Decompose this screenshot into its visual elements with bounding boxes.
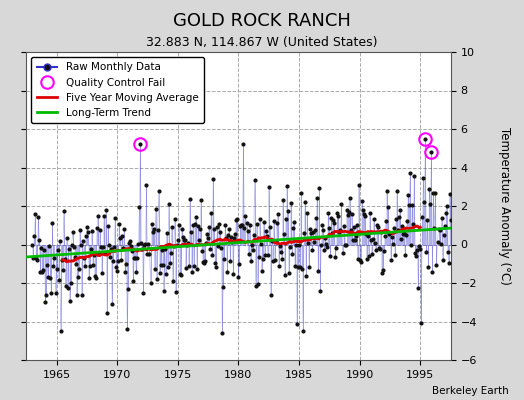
Legend: Raw Monthly Data, Quality Control Fail, Five Year Moving Average, Long-Term Tren: Raw Monthly Data, Quality Control Fail, … xyxy=(31,57,204,123)
Y-axis label: Temperature Anomaly (°C): Temperature Anomaly (°C) xyxy=(498,127,511,285)
Text: 32.883 N, 114.867 W (United States): 32.883 N, 114.867 W (United States) xyxy=(146,36,378,49)
Text: GOLD ROCK RANCH: GOLD ROCK RANCH xyxy=(173,12,351,30)
Text: Berkeley Earth: Berkeley Earth xyxy=(432,386,508,396)
